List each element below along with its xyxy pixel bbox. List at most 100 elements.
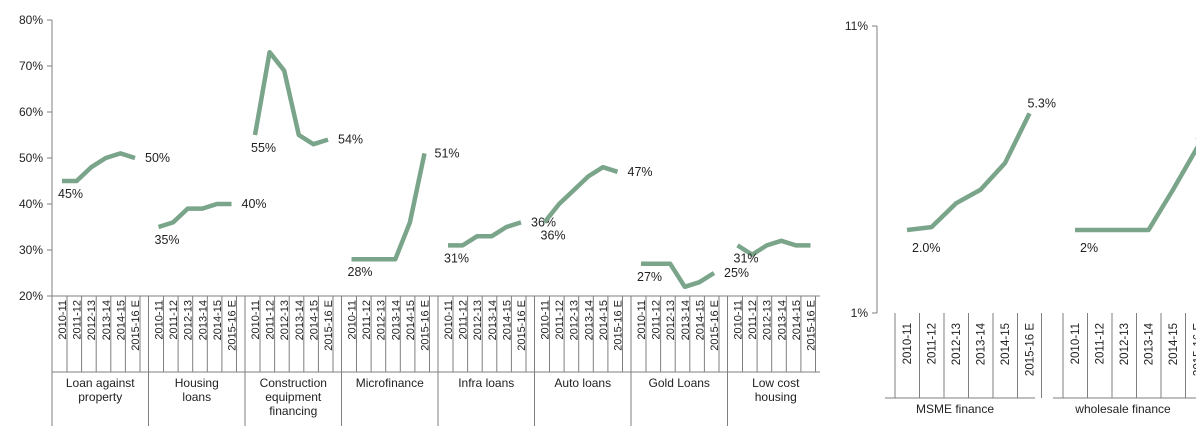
x-tick-label: 2015-16 E — [613, 300, 625, 351]
data-label-start: 2% — [1080, 241, 1098, 255]
series-line — [351, 152, 427, 262]
x-tick-label: 2012-13 — [279, 300, 291, 340]
x-tick-label: 2010-11 — [57, 300, 69, 340]
right-chart: 1% 11% 2010-11 2011-12 2012-13 2013-14 2014-15… — [845, 19, 1196, 416]
x-tick-label: 2010-11 — [154, 300, 166, 340]
data-label-end: 36% — [531, 215, 556, 229]
x-tick-label: 2011-12 — [1095, 323, 1107, 364]
series-line — [448, 220, 522, 248]
series-line — [906, 112, 1032, 233]
x-tick-label: 2011-12 — [361, 300, 373, 340]
y-tick-label: 11% — [845, 19, 868, 33]
data-label-end: 54% — [338, 133, 363, 147]
series-line — [542, 164, 619, 224]
data-label-end: 40% — [242, 197, 267, 211]
x-tick-label: 2014-15 — [115, 300, 127, 340]
x-tick-label: 2010-11 — [1070, 323, 1082, 364]
x-tick-label: 2012-13 — [472, 300, 484, 340]
x-tick-label: 2012-13 — [183, 300, 195, 340]
x-tick-label: 2014-15 — [1000, 323, 1012, 365]
group-label: property — [78, 390, 122, 404]
x-tick-label: 2013-14 — [487, 300, 499, 340]
x-tick-label: 2014-15 — [405, 300, 417, 340]
x-tick-label: 2013-14 — [583, 300, 595, 340]
x-tick-label: 2013-14 — [976, 322, 988, 365]
series-line — [1075, 145, 1196, 233]
data-label-start: 27% — [637, 270, 662, 284]
x-tick-label: 2012-13 — [1119, 323, 1131, 365]
series-line — [736, 238, 811, 257]
data-label-end: 47% — [628, 165, 653, 179]
data-label-end: 50% — [145, 151, 170, 165]
x-tick-label: 2010-11 — [347, 300, 359, 340]
y-tick-label: 60% — [19, 105, 43, 119]
x-tick-label: 2010-11 — [443, 300, 455, 340]
group-label: Auto loans — [554, 376, 611, 390]
x-tick-label: 2015-16 E — [420, 300, 432, 351]
series-line — [252, 49, 329, 147]
x-tick-label: 2013-14 — [294, 300, 306, 340]
x-tick-label: 2015-16 E — [709, 300, 721, 351]
data-label-start: 31% — [444, 251, 469, 265]
data-label-start: 45% — [58, 187, 83, 201]
x-tick-label: 2014-15 — [1168, 323, 1180, 365]
y-tick-label: 30% — [19, 243, 43, 257]
group-label: Gold Loans — [649, 376, 710, 390]
x-tick-label: 2014-15 — [598, 300, 610, 340]
x-tick-label: 2012-13 — [569, 300, 581, 340]
group-label: equipment — [265, 390, 322, 404]
x-tick-label: 2011-12 — [554, 300, 566, 340]
x-tick-label: 2010-11 — [733, 300, 745, 340]
x-tick-label: 2011-12 — [458, 300, 470, 340]
data-label-end: 51% — [435, 146, 460, 160]
group-label: Low cost — [752, 376, 800, 390]
x-tick-label: 2014-15 — [694, 300, 706, 340]
x-tick-label: 2012-13 — [665, 300, 677, 340]
data-label-end: 5.3% — [1028, 96, 1057, 110]
x-tick-label: 2010-11 — [636, 300, 648, 340]
x-tick-label: 2011-12 — [168, 300, 180, 340]
x-tick-label: 2011-12 — [651, 300, 663, 340]
group-label: MSME finance — [916, 402, 994, 416]
data-label-start: 2.0% — [912, 241, 941, 255]
y-tick-label: 20% — [19, 289, 43, 303]
x-tick-label: 2014-15 — [501, 300, 513, 340]
x-tick-label: 2012-13 — [951, 323, 963, 365]
x-tick-label: 2015-16 E — [1193, 323, 1196, 376]
x-tick-label: 2014-15 — [212, 300, 224, 340]
x-tick-label: 2012-13 — [762, 300, 774, 340]
series-line — [641, 261, 716, 290]
data-label-start: 35% — [155, 233, 180, 247]
series-line — [62, 151, 136, 184]
x-tick-label: 2013-14 — [776, 300, 788, 340]
group-label: financing — [269, 404, 317, 418]
x-tick-label: 2011-12 — [72, 300, 84, 340]
left-chart: 20%30%40%50%60%70%80%2010-11 2011-12 2012-… — [19, 13, 820, 426]
group-label: Construction — [260, 376, 327, 390]
group-label: Infra loans — [458, 376, 514, 390]
x-tick-label: 2014-15 — [791, 300, 803, 340]
x-tick-label: 2011-12 — [747, 300, 759, 340]
data-label-start: 36% — [541, 228, 566, 242]
y-tick-label: 40% — [19, 197, 43, 211]
y-tick-label: 80% — [19, 13, 43, 27]
data-label-start: 55% — [251, 141, 276, 155]
group-label: Microfinance — [356, 376, 424, 390]
x-tick-label: 2011-12 — [927, 323, 939, 364]
group-label: housing — [755, 390, 797, 404]
x-tick-label: 2014-15 — [308, 300, 320, 340]
x-tick-label: 2013-14 — [680, 300, 692, 340]
x-tick-label: 2013-14 — [1144, 322, 1156, 365]
y-tick-label: 70% — [19, 59, 43, 73]
x-tick-label: 2011-12 — [265, 300, 277, 340]
group-label: Housing — [175, 376, 219, 390]
y-tick-label: 1% — [851, 306, 869, 320]
x-tick-label: 2012-13 — [86, 300, 98, 340]
x-tick-label: 2015-16 E — [323, 300, 335, 351]
series-line — [157, 201, 232, 230]
data-label-end: 25% — [724, 266, 749, 280]
x-tick-label: 2015-16 E — [227, 300, 239, 351]
x-tick-label: 2015-16 E — [806, 300, 818, 351]
data-label-start: 31% — [734, 251, 759, 265]
data-label-start: 28% — [348, 265, 373, 279]
